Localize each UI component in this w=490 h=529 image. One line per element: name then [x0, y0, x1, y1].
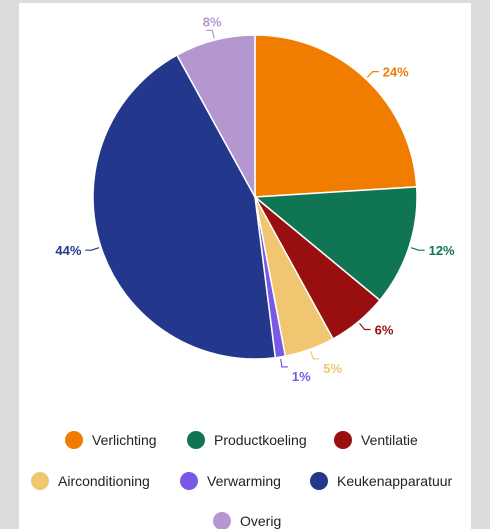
leader-lines [85, 29, 425, 368]
pie-slice-productkoeling [253, 186, 418, 302]
leader-line-keukenapparatuur [85, 247, 100, 251]
leader-line-productkoeling [410, 247, 425, 251]
pie-slices [92, 34, 418, 360]
legend-swatch [310, 472, 328, 490]
legend-label: Verwarming [207, 473, 281, 489]
legend-item-verwarming[interactable]: Verwarming [180, 472, 281, 490]
legend: Verlichting Productkoeling Ventilatie Airco… [31, 431, 453, 529]
leader-line-ventilatie [359, 323, 371, 331]
legend-swatch [213, 512, 231, 529]
legend-label: Overig [240, 513, 281, 529]
leader-line-overig [206, 29, 215, 39]
data-label-ventilatie: 6% [375, 323, 394, 338]
leader-line-verwarming [280, 358, 288, 368]
data-label-overig: 8% [203, 14, 222, 29]
legend-swatch [65, 431, 83, 449]
legend-label: Airconditioning [58, 473, 150, 489]
legend-label: Productkoeling [214, 432, 307, 448]
leader-line-verlichting [366, 71, 379, 78]
data-label-verlichting: 24% [383, 65, 409, 80]
legend-swatch [180, 472, 198, 490]
legend-item-productkoeling[interactable]: Productkoeling [187, 431, 307, 449]
legend-item-ventilatie[interactable]: Ventilatie [334, 431, 418, 449]
legend-swatch [187, 431, 205, 449]
pie-slice-overig [175, 34, 256, 198]
legend-swatch [31, 472, 49, 490]
data-label-airconditioning: 5% [323, 361, 342, 376]
legend-item-overig[interactable]: Overig [213, 512, 281, 529]
legend-swatch [334, 431, 352, 449]
leader-line-airconditioning [310, 351, 320, 360]
data-label-verwarming: 1% [292, 369, 311, 384]
legend-item-verlichting[interactable]: Verlichting [65, 431, 157, 449]
legend-item-keukenapparatuur[interactable]: Keukenapparatuur [310, 472, 453, 490]
legend-label: Keukenapparatuur [337, 473, 453, 489]
pie-slice-keukenapparatuur [92, 54, 277, 360]
data-label-productkoeling: 12% [429, 243, 455, 258]
pie-slice-verlichting [254, 34, 418, 198]
legend-item-airconditioning[interactable]: Airconditioning [31, 472, 150, 490]
legend-label: Ventilatie [361, 432, 418, 448]
data-labels: 24% 12% 6% 5% 1% 44% 8% [55, 14, 455, 384]
legend-label: Verlichting [92, 432, 157, 448]
data-label-keukenapparatuur: 44% [55, 243, 81, 258]
